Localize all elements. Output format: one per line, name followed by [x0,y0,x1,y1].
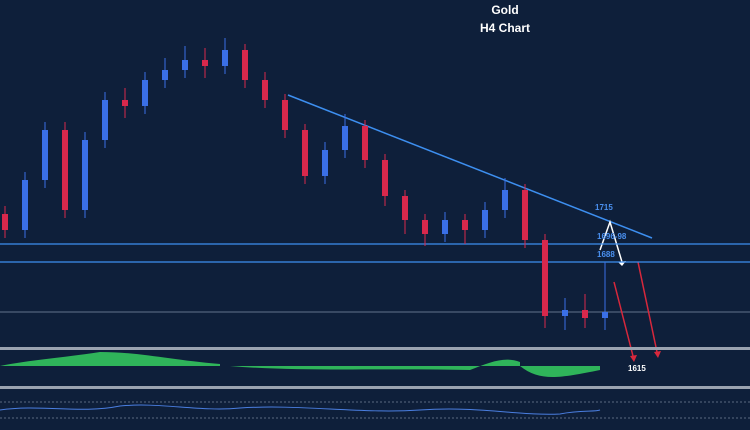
candle-body [442,220,448,234]
path-arrow [599,219,623,263]
panel-divider [0,386,750,389]
candle-body [182,60,188,70]
candle-body [142,80,148,106]
candle-body [282,100,288,130]
candle-body [482,210,488,230]
candle-body [382,160,388,196]
candle-body [402,196,408,220]
candle-body [362,126,368,160]
candle-body [502,190,508,210]
macd-histogram [0,352,600,377]
candle-body [262,80,268,100]
candle-body [342,126,348,150]
candle-body [122,100,128,106]
arrow-head [630,355,637,362]
candle-body [22,180,28,230]
candle-body [522,190,528,240]
candle-body [422,220,428,234]
arrow-head [654,351,661,358]
candle-body [322,150,328,176]
level-label: 1696-98 [597,232,627,241]
target-arrow [613,281,634,357]
chart-subtitle: H4 Chart [480,21,530,35]
candle-body [302,130,308,176]
candle-body [102,100,108,140]
candle-body [202,60,208,66]
target-arrow [637,261,658,353]
trend-label: 1715 [595,203,613,212]
candle-body [222,50,228,66]
rsi-line [0,404,601,415]
candle-body [62,130,68,210]
candle-body [562,310,568,316]
target-label: 1615 [628,364,646,373]
candle-body [2,214,8,230]
chart-title: Gold [491,3,518,17]
candle-body [42,130,48,180]
panel-divider [0,347,750,350]
candle-body [242,50,248,80]
level-label: 1688 [597,250,615,259]
candle-body [582,310,588,318]
candle-body [542,240,548,316]
candle-body [462,220,468,230]
candle-body [82,140,88,210]
candle-body [162,70,168,80]
trend-line [287,94,653,239]
candle-body [602,312,608,318]
